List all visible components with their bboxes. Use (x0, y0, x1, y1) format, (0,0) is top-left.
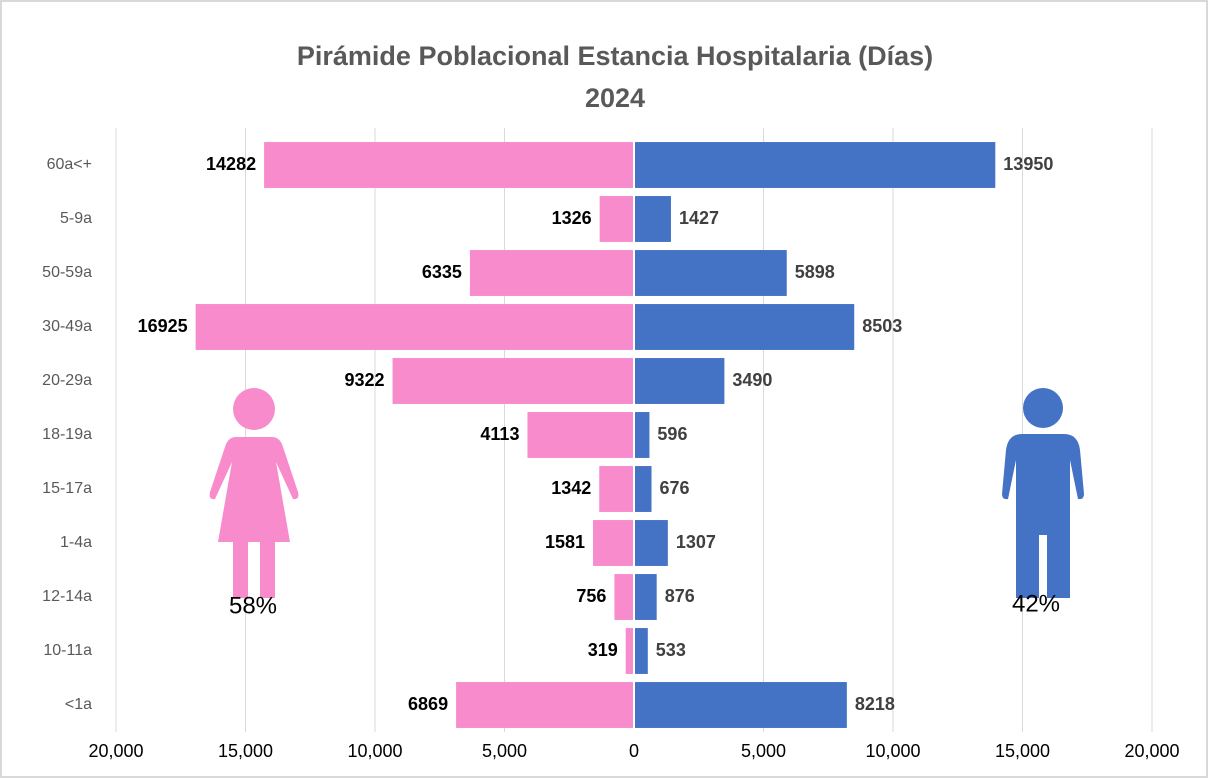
female-share: 58% (229, 592, 277, 619)
bar (599, 196, 634, 242)
value-label: 8503 (862, 316, 902, 336)
bar (634, 520, 668, 566)
bar (634, 358, 725, 404)
y-tick-label: 30-49a (42, 318, 92, 335)
bar (634, 304, 855, 350)
bar (634, 250, 787, 296)
bar (614, 574, 634, 620)
value-label: 9322 (345, 370, 385, 390)
chart-title: Pirámide Poblacional Estancia Hospitalar… (297, 41, 933, 71)
chart-subtitle: 2024 (585, 83, 645, 113)
bar (469, 250, 634, 296)
y-tick-label: 15-17a (42, 480, 92, 497)
bar (625, 628, 634, 674)
value-label: 3490 (732, 370, 772, 390)
x-tick-label: 5,000 (741, 741, 786, 761)
value-label: 13950 (1003, 154, 1053, 174)
bar (456, 682, 634, 728)
y-tick-label: 18-19a (42, 426, 92, 443)
bar (195, 304, 634, 350)
value-label: 596 (657, 424, 687, 444)
x-tick-label: 5,000 (482, 741, 527, 761)
value-label: 1326 (552, 208, 592, 228)
value-label: 1427 (679, 208, 719, 228)
value-label: 8218 (855, 694, 895, 714)
y-tick-label: 50-59a (42, 264, 92, 281)
male-icon (1002, 388, 1084, 598)
grid: 20,000 15,000 10,000 5,000 0 5,000 10,000 15,00… (88, 128, 1180, 761)
x-tick-label: 15,000 (995, 741, 1050, 761)
value-label: 533 (656, 640, 686, 660)
female-icon (209, 388, 299, 598)
value-label: 5898 (795, 262, 835, 282)
value-label: 1342 (551, 478, 591, 498)
value-label: 6869 (408, 694, 448, 714)
y-tick-label: 12-14a (42, 588, 92, 605)
y-tick-label: 20-29a (42, 372, 92, 389)
bar (264, 142, 634, 188)
bar (634, 466, 652, 512)
x-tick-label: 0 (629, 741, 639, 761)
bar (392, 358, 634, 404)
x-tick-label: 20,000 (1124, 741, 1179, 761)
x-tick-label: 10,000 (865, 741, 920, 761)
bar (593, 520, 634, 566)
value-label: 1581 (545, 532, 585, 552)
value-label: 756 (576, 586, 606, 606)
bars: 60a<+ 5-9a 50-59a 30-49a 20-29a 18-19a 15-17a 1… (42, 128, 1053, 732)
value-label: 14282 (206, 154, 256, 174)
y-tick-label: 60a<+ (47, 156, 92, 173)
y-tick-label: 5-9a (60, 210, 92, 227)
value-label: 876 (665, 586, 695, 606)
y-tick-label: 10-11a (43, 642, 92, 659)
y-tick-label: <1a (65, 696, 92, 713)
value-label: 16925 (138, 316, 188, 336)
bar (599, 466, 634, 512)
bar (634, 682, 847, 728)
y-tick-label: 1-4a (60, 534, 92, 551)
value-label: 319 (588, 640, 618, 660)
value-label: 4113 (480, 424, 519, 444)
bar (634, 196, 671, 242)
value-label: 1307 (676, 532, 716, 552)
x-tick-label: 10,000 (347, 741, 402, 761)
male-share: 42% (1012, 590, 1060, 617)
bar (527, 412, 634, 458)
bar (634, 628, 648, 674)
value-label: 6335 (422, 262, 462, 282)
bar (634, 574, 657, 620)
x-tick-label: 20,000 (88, 741, 143, 761)
bar (634, 142, 996, 188)
bar (634, 412, 650, 458)
value-label: 676 (660, 478, 690, 498)
x-tick-label: 15,000 (218, 741, 273, 761)
